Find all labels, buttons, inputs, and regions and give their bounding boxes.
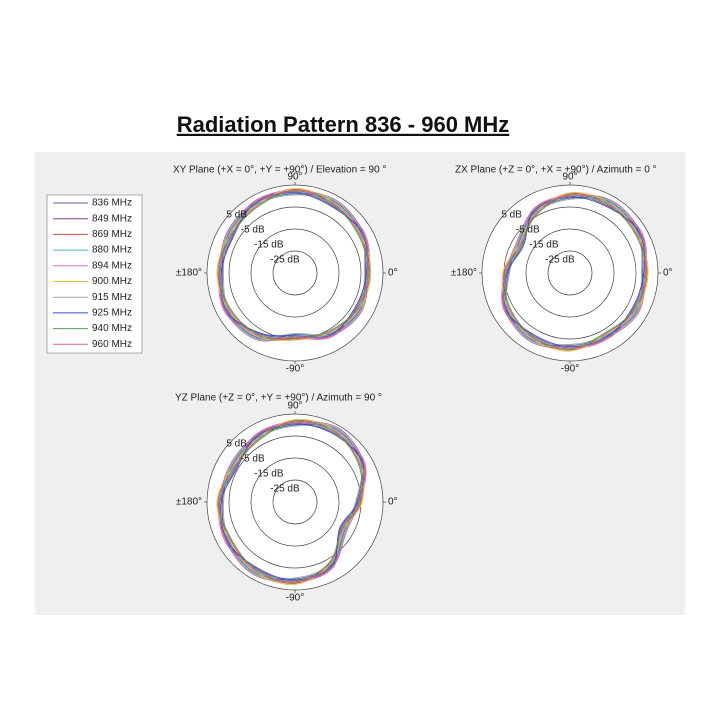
pattern-curve [503,194,647,350]
legend-label: 880 MHz [92,245,132,256]
curves [216,187,372,342]
curves [216,418,367,586]
angle-label: -90° [286,593,304,604]
r-tick-label: -5 dB [516,225,540,236]
r-tick-label: -5 dB [241,225,265,236]
pattern-curve [505,197,643,346]
pattern-curve [502,193,648,351]
r-tick-label: 5 dB [501,210,522,221]
angle-label: ±180° [176,268,202,279]
angle-label: ±180° [451,268,477,279]
plot-title: YZ Plane (+Z = 0°, +Y = +90°) / Azimuth … [175,393,382,404]
legend-label: 915 MHz [92,292,132,303]
legend-label: 940 MHz [92,323,132,334]
legend-label: 849 MHz [92,213,132,224]
r-tick-label: -15 dB [254,240,284,251]
pattern-curve [217,188,371,340]
pattern-curve [221,423,364,580]
angle-label: 90° [287,172,302,183]
angle-label: -90° [561,364,579,375]
legend-label: 836 MHz [92,198,132,209]
legend-box [46,194,143,354]
angle-label: 90° [562,172,577,183]
r-tick-label: -25 dB [545,255,575,266]
grid-ring [525,228,615,318]
plot-background [207,185,383,361]
page-title: Radiation Pattern 836 - 960 MHz [177,112,510,137]
grid-ring [547,250,593,296]
grid-ring [250,457,340,547]
r-tick-label: -25 dB [270,255,300,266]
legend-label: 869 MHz [92,229,132,240]
r-tick-label: -15 dB [254,469,284,480]
r-tick-label: 5 dB [226,439,247,450]
angle-label: 0° [663,268,673,279]
angle-label: 0° [388,268,398,279]
pattern-curve [504,196,644,347]
pattern-curve [218,421,363,583]
pattern-curve [223,194,366,339]
angle-label: -90° [286,364,304,375]
legend-label: 894 MHz [92,260,132,271]
pattern-curve [221,193,367,340]
grid-ring [272,250,318,296]
grid-ring [250,228,340,318]
curves [501,191,649,352]
r-tick-label: -15 dB [529,240,559,251]
pattern-curve [218,190,370,339]
grid-ring [272,479,318,525]
legend-label: 960 MHz [92,339,132,350]
r-tick-label: -25 dB [270,484,300,495]
r-tick-label: -5 dB [241,454,265,465]
pattern-curve [219,191,369,342]
pattern-curve [502,194,646,349]
angle-label: 0° [388,497,398,508]
r-tick-label: 5 dB [226,210,247,221]
angle-label: 90° [287,401,302,412]
pattern-curve [220,192,368,338]
pattern-curve [220,423,365,581]
legend-label: 900 MHz [92,276,132,287]
pattern-curve [217,419,364,584]
legend-label: 925 MHz [92,308,132,319]
pattern-curve [222,424,363,579]
plots: 836 MHz 849 MHz 869 MHz 880 MHz 894 MHz 900 M… [46,165,673,604]
pattern-curve [503,196,645,348]
pattern-curve [219,421,366,583]
plot-title: ZX Plane (+Z = 0°, +X = +90°) / Azimuth … [455,165,657,176]
plot-title: XY Plane (+X = 0°, +Y = +90°) / Elevatio… [173,165,386,176]
angle-label: ±180° [176,497,202,508]
